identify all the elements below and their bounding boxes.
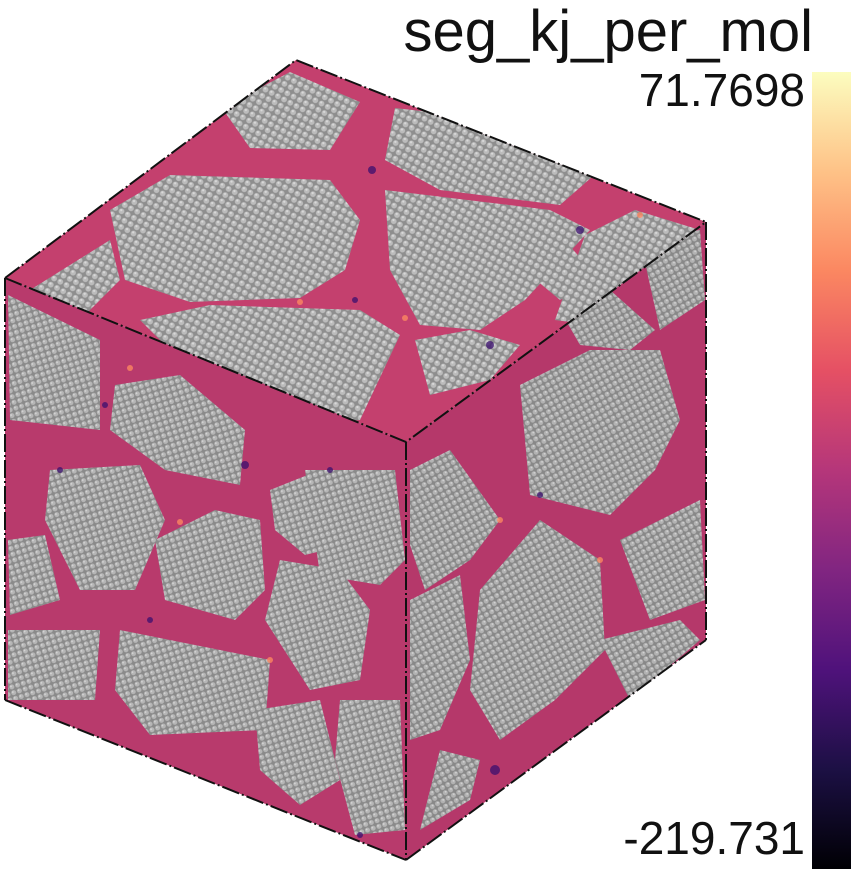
left-face-grains <box>8 295 405 835</box>
colorbar-gradient <box>812 72 851 869</box>
cube-edges <box>4 58 707 861</box>
colorbar-min-label: -219.731 <box>623 812 805 864</box>
top-face-grains <box>25 72 700 425</box>
colorbar-title: seg_kj_per_mol <box>403 0 813 64</box>
boundary-highlights <box>127 212 643 663</box>
boundary-speckles <box>57 166 584 838</box>
colorbar-max-label: 71.7698 <box>638 64 805 116</box>
